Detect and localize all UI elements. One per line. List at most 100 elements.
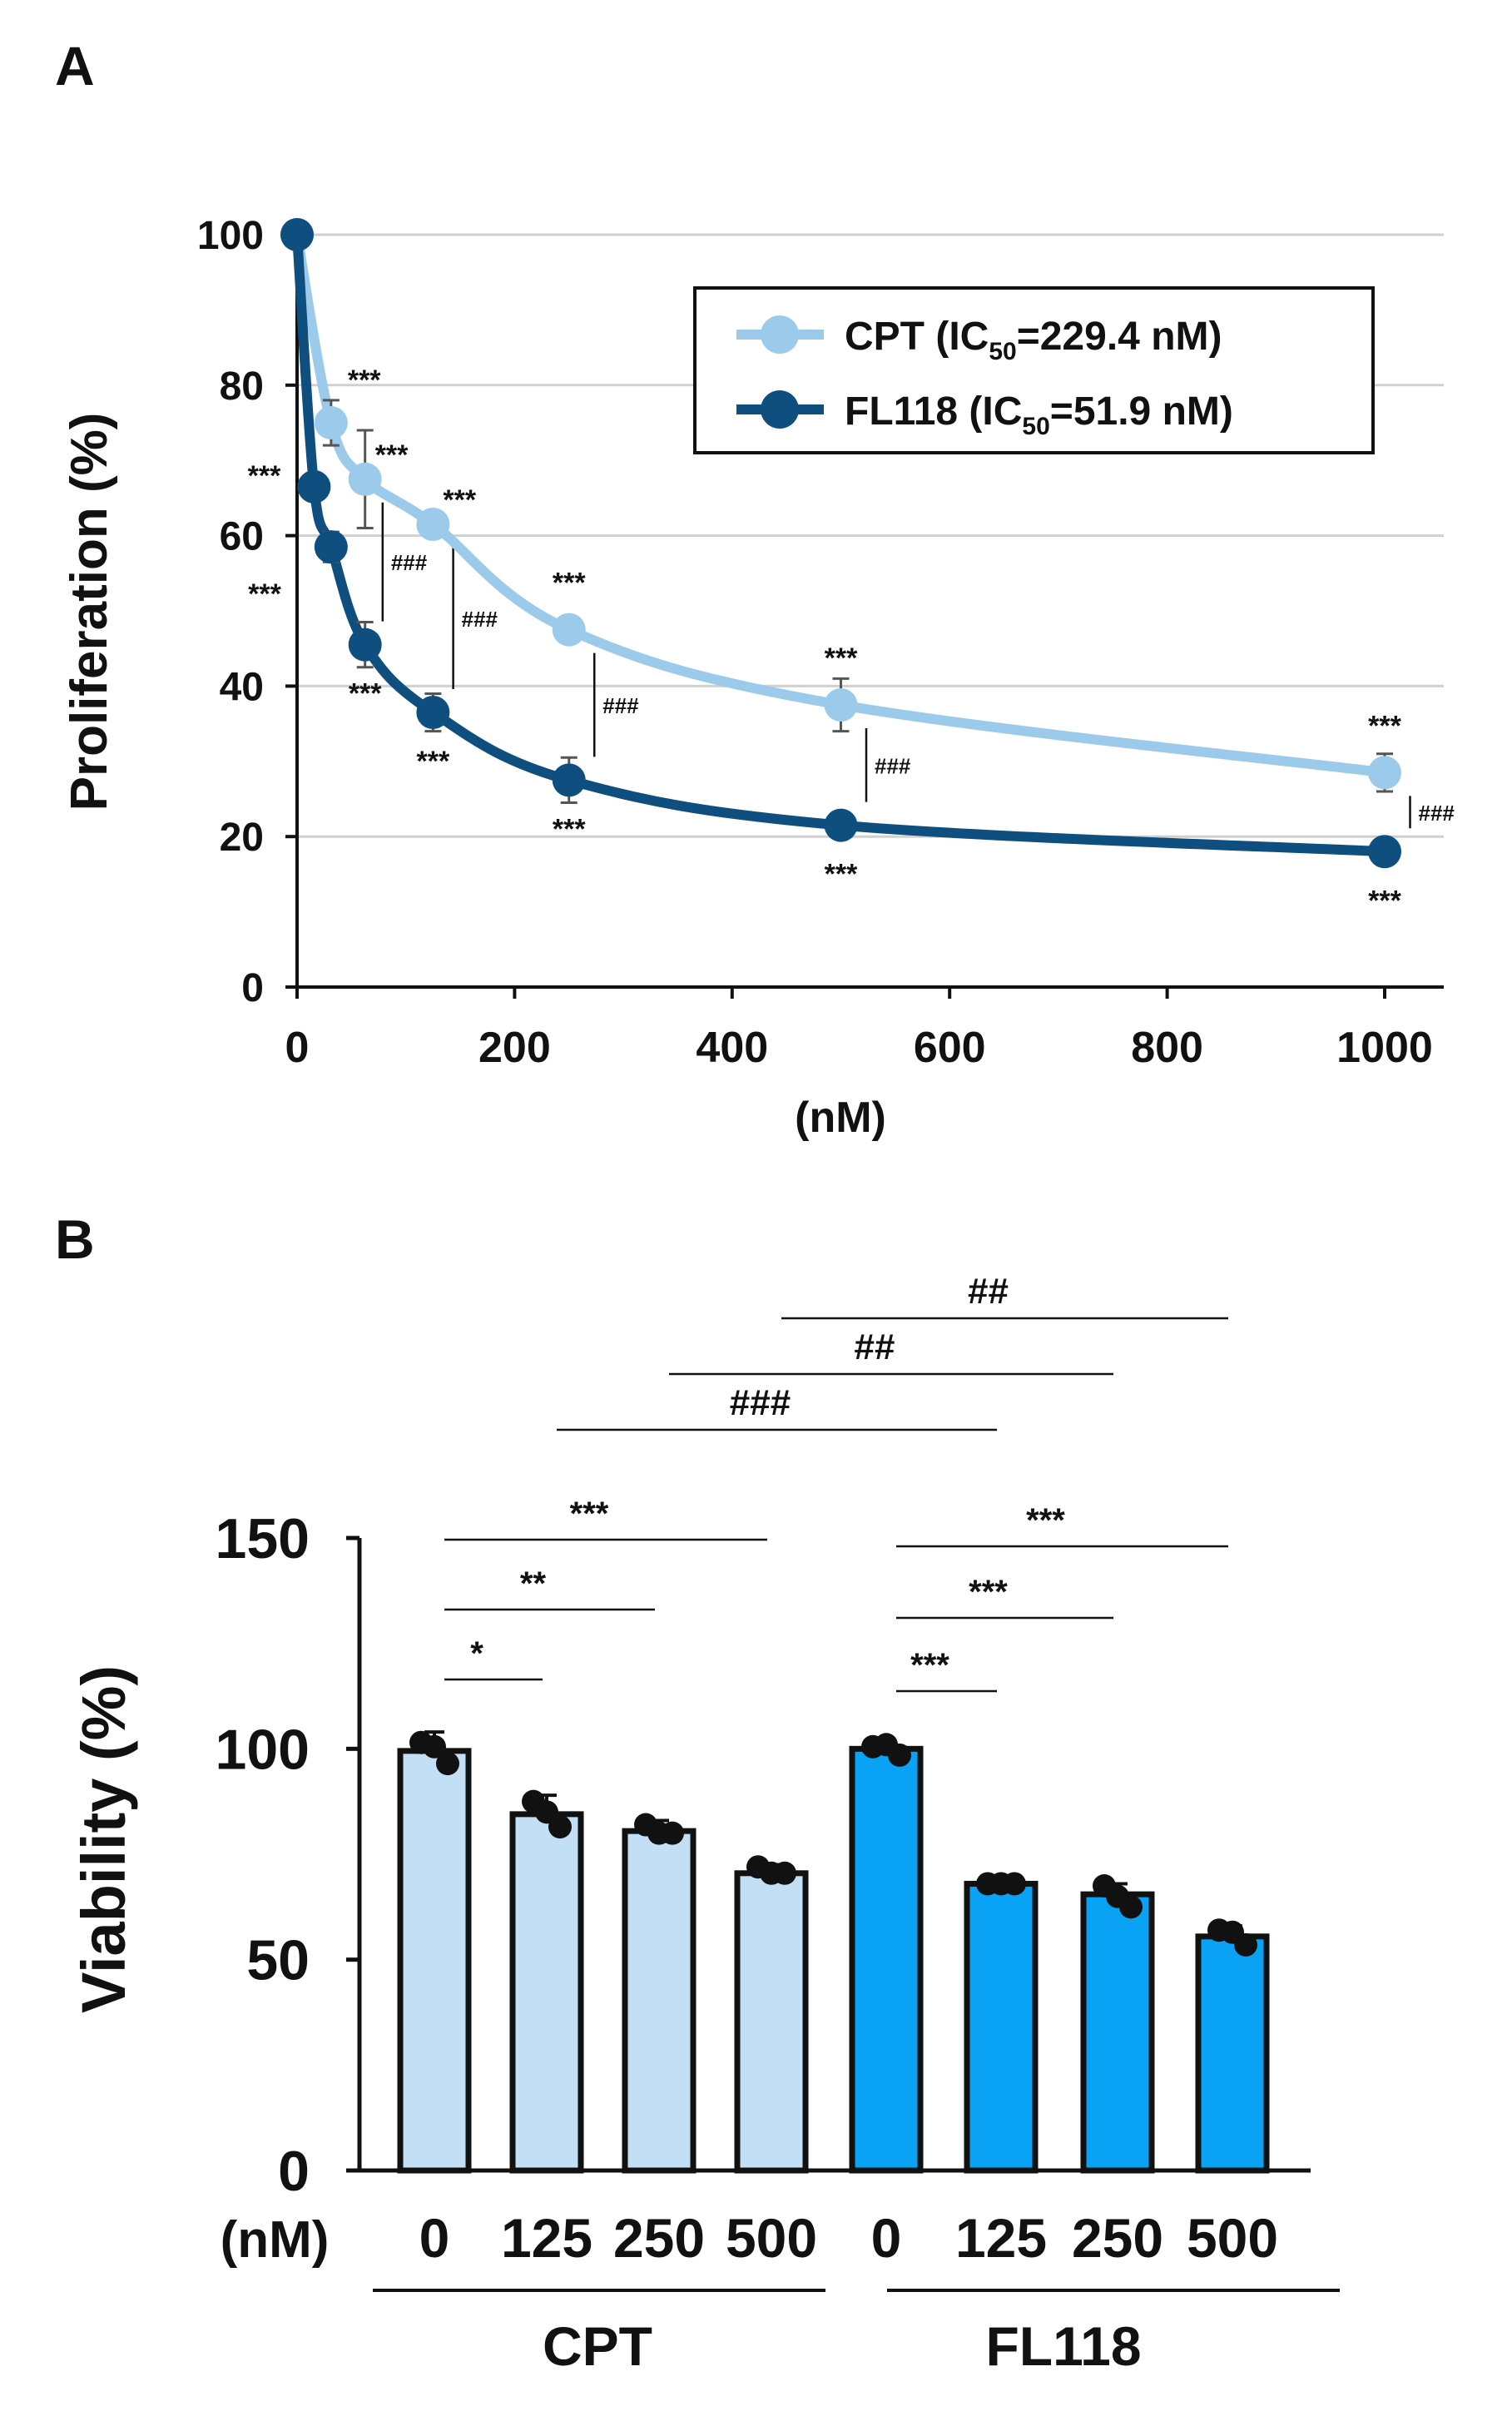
significance-label: *** — [570, 1496, 609, 1532]
significance-star-cpt: *** — [348, 365, 381, 396]
x-tick-label: 0 — [871, 2207, 902, 2269]
significance-label: *** — [1026, 1502, 1065, 1539]
y-tick-label: 0 — [278, 2140, 310, 2203]
bar-cpt-500 — [734, 1870, 809, 2174]
significance-label: ## — [968, 1271, 1009, 1312]
significance-star-fl118: *** — [1368, 885, 1401, 916]
data-point-fl118 — [314, 530, 348, 564]
data-point-fl118 — [552, 763, 586, 797]
comparison-label: ### — [875, 753, 911, 778]
bar-fl118-125 — [964, 1880, 1039, 2174]
data-point-fl118 — [297, 469, 331, 504]
y-axis-label: Proliferation (%) — [61, 413, 118, 811]
x-tick-label: 125 — [955, 2207, 1047, 2269]
x-tick-label: 1000 — [1336, 1024, 1433, 1072]
x-tick-label: 500 — [1187, 2207, 1278, 2269]
comparison-brackets: ### ### ### ### ### — [381, 502, 1455, 829]
y-tick-label: 20 — [220, 816, 264, 860]
significance-star-cpt: *** — [553, 568, 586, 599]
y-tick-label: 100 — [197, 214, 264, 258]
significance-star-fl118: *** — [553, 813, 586, 845]
bar-fl118-250 — [1080, 1891, 1155, 2174]
bar-fl118-500 — [1195, 1933, 1270, 2174]
panel-label-a: A — [55, 35, 95, 97]
panel-label-b: B — [55, 1208, 95, 1270]
y-tick-label: 0 — [241, 966, 264, 1010]
replicate-point — [1119, 1895, 1143, 1919]
significance-brackets: ***************####### — [444, 1271, 1228, 1693]
comparison-label: ### — [602, 693, 639, 718]
bar-cpt-250 — [622, 1828, 697, 2174]
significance-label: ** — [520, 1565, 547, 1602]
y-tick-label: 100 — [216, 1718, 310, 1781]
x-tick-label: 0 — [419, 2207, 450, 2269]
replicate-point — [1003, 1872, 1026, 1896]
y-tick-label: 40 — [220, 665, 264, 709]
axis-ticks: 0 50 100 150 — [216, 1507, 359, 2203]
significance-label: ## — [855, 1327, 895, 1367]
comparison-label: ### — [462, 607, 498, 632]
x-tick-label: 250 — [1072, 2207, 1163, 2269]
significance-label: * — [470, 1635, 483, 1672]
replicate-point — [773, 1861, 796, 1885]
x-tick-label: 500 — [726, 2207, 817, 2269]
significance-star-cpt: *** — [1368, 710, 1401, 742]
legend-label-cpt: CPT (IC50=229.4 nM) — [845, 315, 1222, 365]
data-point-cpt — [552, 613, 586, 647]
data-point-cpt — [314, 406, 348, 439]
significance-label: ### — [730, 1382, 791, 1423]
bar-fl118-0 — [849, 1745, 924, 2174]
replicate-point — [535, 1800, 558, 1824]
replicate-point — [436, 1752, 459, 1776]
y-tick-label: 50 — [246, 1929, 310, 1992]
x-tick-label: 125 — [501, 2207, 592, 2269]
series-layer — [280, 218, 1401, 869]
data-point-cpt — [348, 462, 382, 496]
group-label-cpt: CPT — [543, 2315, 652, 2377]
replicate-point — [888, 1743, 911, 1767]
data-point-fl118 — [348, 628, 382, 662]
x-unit-label: (nM) — [221, 2211, 330, 2269]
replicate-point — [1234, 1932, 1257, 1957]
data-point-fl118 — [1368, 835, 1401, 869]
y-tick-label: 60 — [220, 515, 264, 559]
data-point-fl118 — [824, 808, 858, 842]
significance-star-cpt: *** — [443, 484, 476, 516]
significance-star-fl118: *** — [417, 746, 450, 777]
x-tick-label: 800 — [1131, 1024, 1203, 1072]
bar-cpt-0 — [397, 1748, 472, 2174]
bar-cpt-125 — [509, 1811, 584, 2174]
legend-marker-fl118 — [761, 390, 799, 429]
x-tick-label: 600 — [914, 1024, 986, 1072]
significance-star-fl118: *** — [248, 578, 281, 610]
significance-star-cpt: *** — [825, 642, 858, 674]
data-point-fl118 — [280, 218, 314, 251]
legend-box — [693, 286, 1375, 454]
comparison-label: ### — [1419, 801, 1455, 826]
significance-stars: *** *** *** *** *** *** *** *** *** *** *** *** *** — [248, 365, 1402, 916]
y-tick-label: 150 — [216, 1507, 310, 1570]
x-axis-label: (nM) — [795, 1094, 886, 1142]
x-tick-label: 200 — [478, 1024, 551, 1072]
y-tick-label: 80 — [220, 365, 264, 409]
legend-marker-cpt — [761, 315, 799, 354]
replicate-point — [661, 1821, 684, 1845]
group-label-fl118: FL118 — [985, 2315, 1141, 2377]
significance-label: *** — [910, 1647, 949, 1684]
data-point-cpt — [824, 688, 858, 722]
legend: CPT (IC50=229.4 nM) FL118 (IC50=51.9 nM) — [693, 286, 1375, 454]
x-tick-label: 0 — [285, 1024, 310, 1072]
significance-label: *** — [969, 1574, 1008, 1610]
x-tick-label: 400 — [696, 1024, 768, 1072]
legend-label-fl118: FL118 (IC50=51.9 nM) — [845, 389, 1233, 440]
significance-star-fl118: *** — [349, 678, 382, 710]
significance-star-fl118: *** — [248, 460, 281, 492]
significance-star-cpt: *** — [375, 439, 409, 471]
data-point-cpt — [416, 508, 450, 542]
replicate-point — [423, 1734, 446, 1759]
comparison-label: ### — [391, 550, 428, 575]
